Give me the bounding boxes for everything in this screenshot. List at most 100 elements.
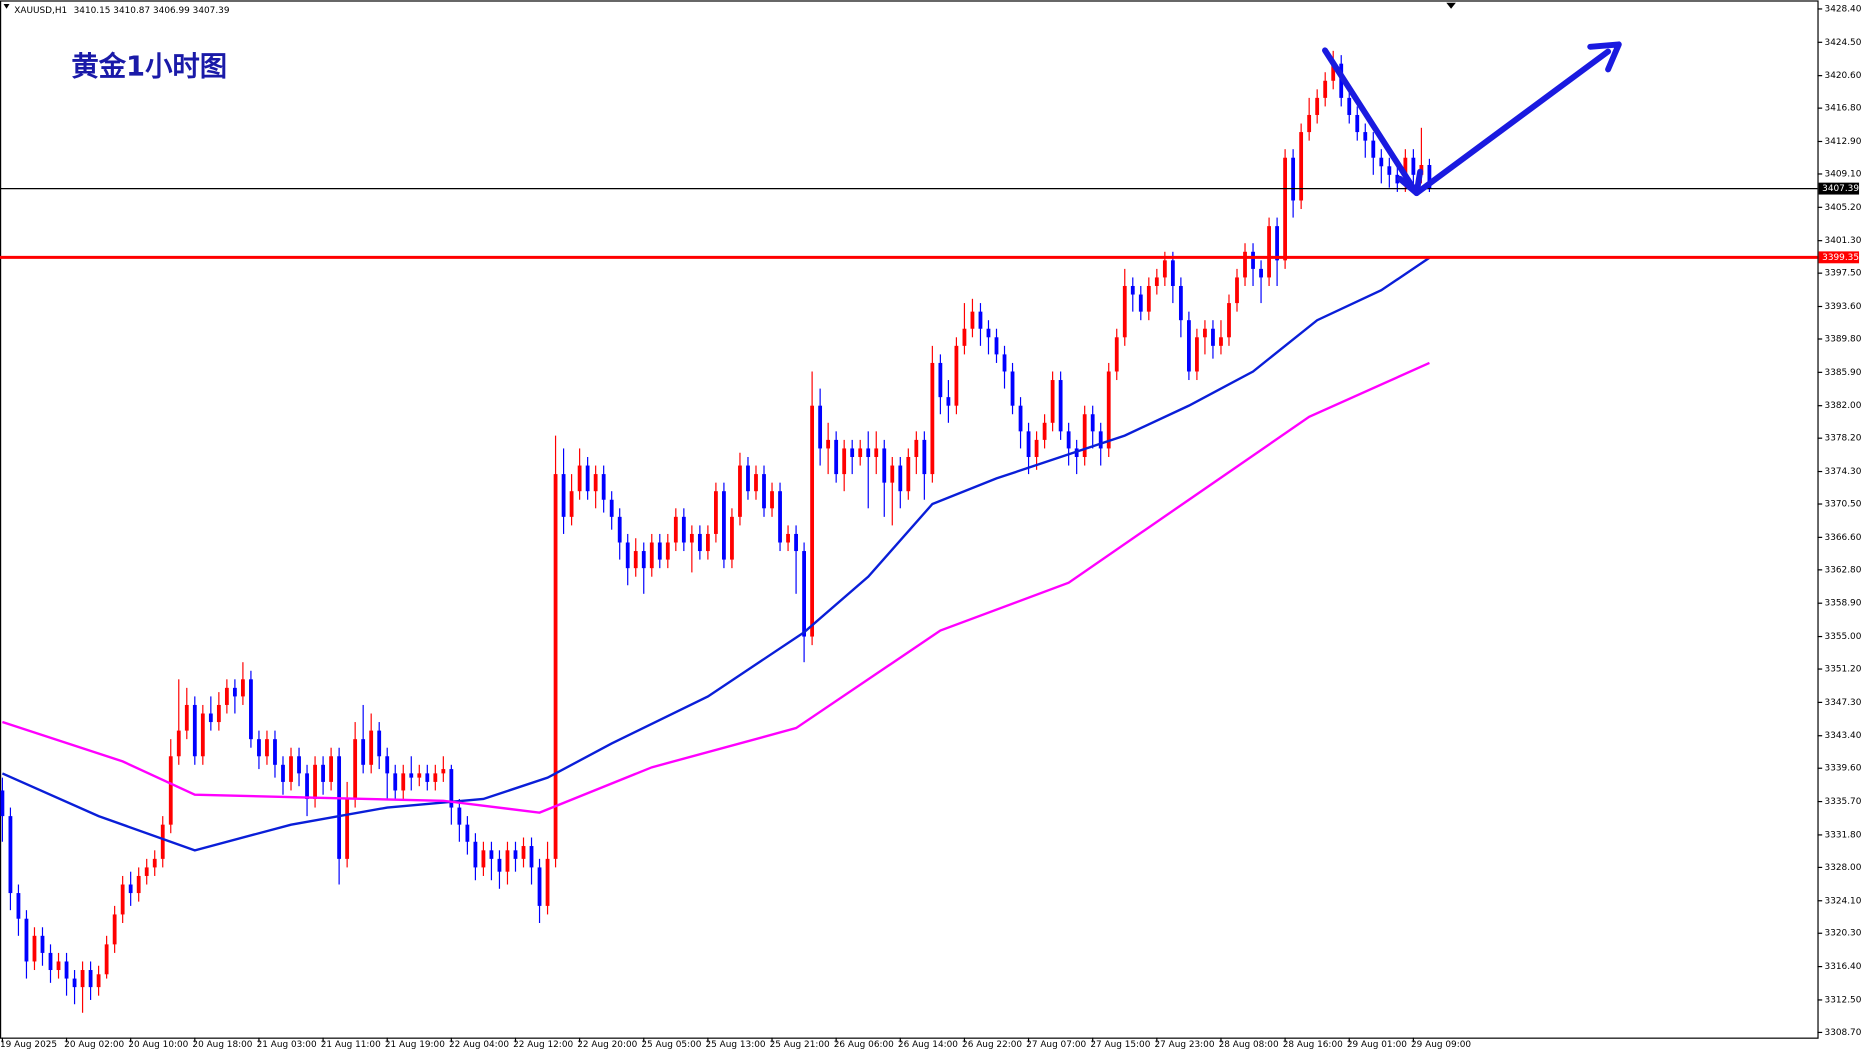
y-tick-label: 3382.00 bbox=[1825, 401, 1862, 411]
x-tick-label: 22 Aug 12:00 bbox=[513, 1040, 573, 1050]
candle-body bbox=[641, 551, 646, 569]
candle-body bbox=[1219, 337, 1223, 346]
x-tick-label: 21 Aug 19:00 bbox=[385, 1040, 445, 1050]
candle-body bbox=[441, 769, 446, 774]
candle-body bbox=[232, 687, 237, 697]
y-tick-label: 3339.60 bbox=[1825, 764, 1862, 774]
candle-body bbox=[361, 739, 366, 765]
candle-body bbox=[457, 807, 462, 825]
price-tag-label: 3399.35 bbox=[1822, 253, 1859, 263]
candle-body bbox=[481, 850, 486, 868]
y-tick-label: 3328.00 bbox=[1825, 863, 1862, 873]
candle-body bbox=[890, 465, 895, 483]
candle-body bbox=[48, 952, 53, 971]
candle-body bbox=[473, 841, 478, 868]
candle-body bbox=[249, 679, 253, 740]
candle-body bbox=[505, 850, 510, 872]
candle-body bbox=[369, 730, 374, 765]
candle-body bbox=[649, 542, 654, 569]
candle-body bbox=[922, 439, 927, 475]
header-icon bbox=[3, 3, 10, 9]
candle-body bbox=[914, 439, 919, 457]
price-tag bbox=[1818, 251, 1860, 264]
x-tick-label: 25 Aug 21:00 bbox=[770, 1040, 830, 1050]
candle-body bbox=[1130, 285, 1135, 295]
x-tick-label: 29 Aug 01:00 bbox=[1347, 1040, 1407, 1050]
candle-body bbox=[714, 491, 718, 534]
candle-body bbox=[465, 824, 470, 842]
candle-body bbox=[593, 474, 598, 492]
candle-body bbox=[152, 858, 157, 868]
candle-body bbox=[1355, 114, 1360, 133]
y-tick-label: 3324.10 bbox=[1825, 896, 1862, 906]
candle-body bbox=[850, 448, 855, 457]
candle-body bbox=[489, 850, 494, 859]
candle-body bbox=[1034, 439, 1039, 457]
candle-body bbox=[657, 542, 662, 560]
candle-body bbox=[569, 491, 574, 517]
candle-body bbox=[257, 739, 261, 757]
y-tick-label: 3366.60 bbox=[1825, 533, 1862, 543]
chart-header: XAUUSD,H1 3410.15 3410.87 3406.99 3407.3… bbox=[14, 5, 230, 15]
candle-body bbox=[778, 491, 782, 543]
candle-body bbox=[56, 961, 61, 971]
candle-body bbox=[938, 362, 943, 398]
candle-body bbox=[954, 345, 959, 406]
candle-body bbox=[321, 764, 325, 782]
candle-body bbox=[337, 756, 342, 859]
candle-body bbox=[224, 687, 229, 705]
price-tag-label: 3407.39 bbox=[1822, 184, 1859, 194]
x-tick-label: 27 Aug 07:00 bbox=[1026, 1040, 1086, 1050]
candle-body bbox=[537, 867, 542, 906]
candle-body bbox=[96, 974, 101, 988]
candle-body bbox=[673, 516, 678, 543]
x-tick-label: 19 Aug 2025 bbox=[0, 1040, 57, 1050]
y-tick-label: 3343.40 bbox=[1825, 731, 1862, 741]
candle-body bbox=[497, 858, 502, 872]
candle-body bbox=[449, 769, 454, 808]
candle-body bbox=[625, 542, 630, 569]
candle-body bbox=[994, 337, 999, 355]
x-tick-label: 25 Aug 13:00 bbox=[706, 1040, 766, 1050]
candle-body bbox=[425, 773, 430, 782]
candle-body bbox=[433, 773, 438, 782]
candle-body bbox=[168, 756, 173, 825]
candle-body bbox=[1291, 157, 1296, 201]
candle-body bbox=[144, 867, 149, 876]
candle-body bbox=[128, 884, 133, 894]
candle-body bbox=[874, 448, 879, 457]
candle-body bbox=[1347, 97, 1352, 115]
candle-body bbox=[529, 846, 534, 868]
candle-body bbox=[1411, 157, 1416, 175]
y-tick-label: 3320.30 bbox=[1825, 929, 1862, 939]
candle-body bbox=[1098, 431, 1103, 449]
candle-body bbox=[585, 465, 590, 492]
candle-body bbox=[64, 961, 69, 979]
y-tick-label: 3378.20 bbox=[1825, 434, 1862, 444]
candle-body bbox=[401, 773, 406, 791]
candle-body bbox=[8, 816, 13, 894]
candle-body bbox=[866, 448, 871, 457]
candle-body bbox=[689, 533, 694, 543]
candle-body bbox=[1211, 328, 1215, 346]
candle-body bbox=[681, 516, 686, 543]
candle-body bbox=[1283, 157, 1288, 261]
candle-body bbox=[577, 465, 582, 492]
y-tick-label: 3347.30 bbox=[1825, 698, 1862, 708]
y-tick-label: 3389.80 bbox=[1825, 334, 1862, 344]
price-tag bbox=[1818, 182, 1860, 195]
arrow-head bbox=[1587, 41, 1622, 73]
candle-body bbox=[705, 533, 710, 552]
candle-body bbox=[754, 474, 758, 492]
candle-body bbox=[561, 474, 566, 517]
candle-body bbox=[393, 773, 398, 791]
y-tick-label: 3385.90 bbox=[1825, 368, 1862, 378]
candle-body bbox=[665, 542, 670, 560]
y-tick-label: 3424.50 bbox=[1825, 38, 1862, 48]
candle-body bbox=[970, 311, 975, 329]
candle-body bbox=[289, 756, 293, 782]
candle-body bbox=[898, 465, 903, 492]
candle-body bbox=[746, 465, 750, 492]
candle-body bbox=[786, 533, 790, 543]
